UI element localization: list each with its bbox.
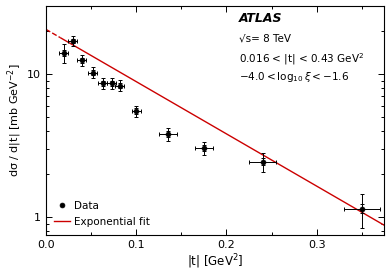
Text: √s= 8 TeV: √s= 8 TeV (239, 33, 291, 43)
Y-axis label: dσ / d|t| [mb GeV$^{-2}$]: dσ / d|t| [mb GeV$^{-2}$] (5, 64, 24, 177)
Data (117, 84, 122, 87)
Data (90, 71, 95, 75)
Data (165, 132, 170, 136)
Data (202, 146, 206, 150)
Data (109, 82, 114, 85)
Exponential fit (349, 205, 354, 208)
Exponential fit (111, 67, 116, 70)
Data (62, 51, 66, 55)
Data (134, 109, 138, 113)
Text: 0.016 < |t| < 0.43 GeV$^{2}$: 0.016 < |t| < 0.43 GeV$^{2}$ (239, 52, 364, 67)
Data (260, 160, 265, 163)
Text: $-4.0 < \log_{10}\xi < -1.6$: $-4.0 < \log_{10}\xi < -1.6$ (239, 70, 349, 84)
Legend: Data, Exponential fit: Data, Exponential fit (51, 198, 153, 230)
Exponential fit (98, 60, 103, 63)
Text: ATLAS: ATLAS (239, 12, 282, 25)
Exponential fit (58, 36, 63, 40)
Data (100, 82, 105, 85)
Exponential fit (66, 40, 71, 44)
Data (80, 58, 84, 62)
Data (360, 207, 364, 210)
Data (71, 39, 75, 43)
X-axis label: |t| [GeV$^{2}$]: |t| [GeV$^{2}$] (187, 253, 243, 271)
Exponential fit (239, 141, 244, 145)
Exponential fit (172, 102, 177, 106)
Line: Exponential fit: Exponential fit (61, 38, 385, 225)
Line: Data: Data (62, 39, 364, 211)
Exponential fit (382, 224, 387, 227)
